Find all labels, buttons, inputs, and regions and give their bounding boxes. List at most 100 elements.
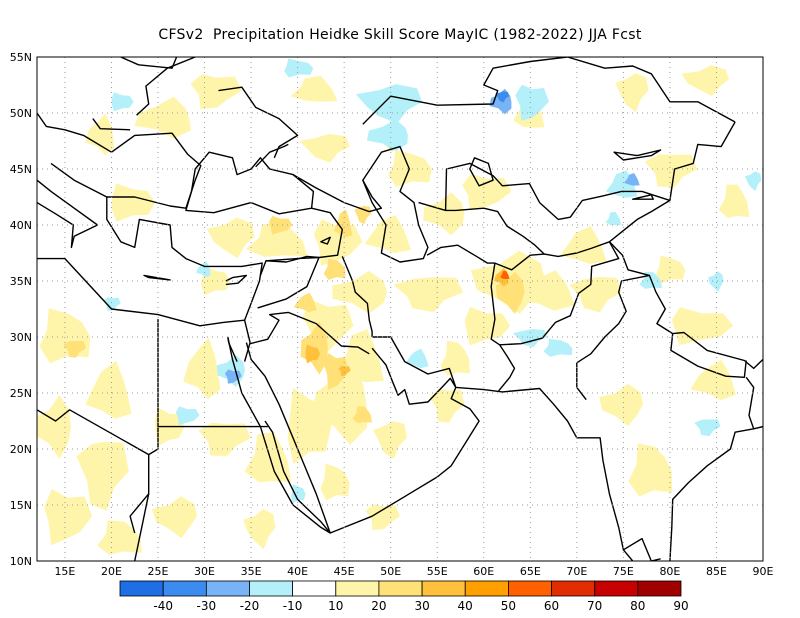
- caspian-sea: [362, 145, 429, 263]
- skill-patch-neg10-14: [111, 92, 134, 112]
- skill-patch-neg10-15: [196, 261, 211, 278]
- afghan-north: [494, 241, 610, 271]
- lat-label: 45N: [10, 163, 32, 176]
- balkans: [37, 112, 202, 209]
- colorbar-label: 30: [414, 599, 429, 613]
- arabian-coast: [329, 387, 480, 534]
- skill-patch-10-39: [569, 276, 622, 313]
- skill-patch-30-1: [305, 344, 320, 364]
- skill-patch-neg10-7: [543, 338, 573, 357]
- skill-patch-neg10-3: [366, 119, 408, 151]
- skill-patch-10-41: [599, 383, 644, 427]
- colorbar-label: 50: [501, 599, 516, 613]
- skill-patch-10-26: [514, 270, 575, 311]
- colorbar-swatch-7: [378, 580, 423, 597]
- skill-patch-neg30-1: [495, 91, 510, 103]
- skill-patch-10-1: [39, 308, 91, 364]
- skill-patch-neg10-16: [103, 297, 121, 311]
- skill-patch-neg10-10: [405, 348, 429, 369]
- mediterranean-coast: [37, 162, 263, 327]
- colorbar-label: 90: [673, 599, 688, 613]
- longitude-labels: 15E 20E 25E 30E 35E 40E 45E 50E 55E 60E 65E 70E 75E 8…: [54, 565, 773, 578]
- iran-turkmen: [426, 244, 495, 264]
- gridlines: [37, 57, 763, 561]
- persian-gulf: [371, 336, 457, 405]
- skill-patch-20-7: [269, 215, 293, 235]
- skill-patch-30-3: [338, 365, 351, 376]
- map-frame: [36, 56, 764, 562]
- skill-patch-10-32: [190, 74, 242, 110]
- skill-patch-10-31: [134, 96, 191, 139]
- skill-patch-20-3: [333, 209, 353, 238]
- colorbar-label: 40: [458, 599, 473, 613]
- skill-patch-10-18: [320, 463, 350, 501]
- skill-patch-10-19: [332, 270, 387, 314]
- sinai-israel: [243, 320, 251, 362]
- lon-label: 45E: [334, 565, 355, 578]
- lat-label: 25N: [10, 387, 32, 400]
- lon-label: 50E: [380, 565, 401, 578]
- skill-patch-10-36: [423, 192, 465, 236]
- skill-patch-neg10-18: [745, 171, 762, 192]
- skill-patch-10-44: [644, 154, 698, 188]
- skill-patch-10-5: [76, 441, 129, 511]
- afghan-pakistan: [499, 241, 620, 346]
- skill-patch-10-49: [365, 504, 400, 530]
- lake-balkhash: [613, 149, 662, 161]
- skill-patch-20-2: [323, 353, 349, 390]
- lon-label: 85E: [706, 565, 727, 578]
- colorbar-swatch-3: [205, 580, 250, 597]
- skill-patch-10-47: [111, 183, 156, 222]
- turkmen-uzbek: [418, 201, 545, 255]
- iran-pakistan-coast: [455, 386, 634, 561]
- skill-patch-10-37: [462, 173, 512, 211]
- lake-van: [320, 236, 331, 245]
- uzbek-kazakh: [444, 162, 671, 221]
- lithuania: [120, 57, 178, 69]
- colorbar-label: -40: [153, 599, 173, 613]
- skill-patch-10-22: [393, 277, 464, 313]
- crimea-azov: [255, 143, 289, 168]
- black-sea: [185, 151, 315, 215]
- colorbar-label: 10: [328, 599, 343, 613]
- lat-label: 30N: [10, 331, 32, 344]
- skill-patch-10-9: [183, 337, 221, 399]
- colorbar-label: -30: [196, 599, 216, 613]
- colorbar-swatch-1: [119, 580, 164, 597]
- skill-patch-10-48: [85, 113, 115, 156]
- bangladesh: [745, 376, 755, 430]
- lat-label: 40N: [10, 219, 32, 232]
- lon-label: 55E: [427, 565, 448, 578]
- colorbar-label: -10: [283, 599, 303, 613]
- lat-label: 35N: [10, 275, 32, 288]
- skill-patch-neg10-4: [515, 84, 549, 121]
- skill-patch-20-6: [495, 271, 525, 314]
- lon-label: 90E: [753, 565, 774, 578]
- colorbar-label: 60: [544, 599, 559, 613]
- india-central: [623, 537, 652, 561]
- colorbar-swatch-11: [551, 580, 596, 597]
- lon-label: 20E: [101, 565, 122, 578]
- plot-area: [37, 57, 763, 561]
- skill-patch-10-28: [245, 223, 308, 257]
- lon-label: 40E: [287, 565, 308, 578]
- skill-patch-10-14: [311, 360, 368, 445]
- kazakh-russia: [362, 57, 736, 125]
- skill-patch-10-42: [671, 307, 734, 346]
- belarus-russia: [218, 86, 299, 159]
- colorbar-swatch-6: [335, 580, 380, 597]
- lon-label: 35E: [241, 565, 262, 578]
- skill-patch-10-51: [615, 73, 649, 113]
- colorbar-swatch-12: [594, 580, 639, 597]
- lon-label: 65E: [520, 565, 541, 578]
- skill-patch-10-21: [364, 214, 412, 254]
- colorbar-swatch-2: [162, 580, 207, 597]
- lon-label: 30E: [194, 565, 215, 578]
- crete: [143, 274, 171, 281]
- skill-patch-10-34: [299, 133, 350, 163]
- skill-patch-20-10: [352, 406, 372, 424]
- lon-label: 15E: [54, 565, 75, 578]
- lon-label: 70E: [566, 565, 587, 578]
- ukraine-west: [92, 118, 131, 131]
